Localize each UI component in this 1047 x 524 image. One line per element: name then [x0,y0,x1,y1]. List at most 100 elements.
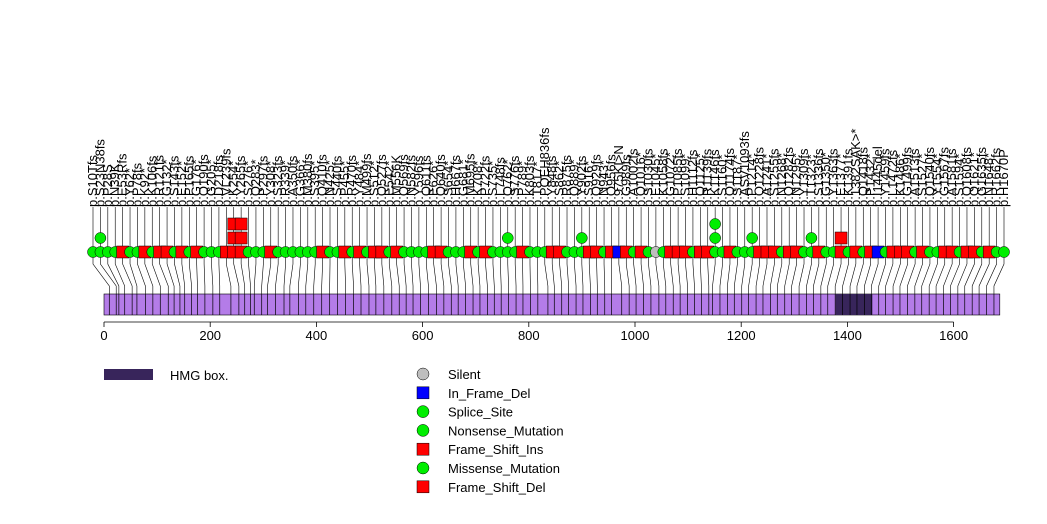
connector-line [762,252,768,294]
connector-line [670,252,674,294]
connector-line [633,252,637,294]
connector-line [218,252,221,294]
connector-line [574,252,577,294]
mutation-label: p.S916* [581,161,596,207]
domain-hmg-box [835,294,873,315]
mutation-label: p.S1187* [729,154,744,207]
mutation-label: p.Q611fs [418,155,433,207]
connector-line [144,252,154,294]
connector-line [196,252,198,294]
axis-tick-label: 1200 [727,328,756,343]
connector-line [964,252,975,294]
connector-line [700,252,702,294]
connector-line [834,252,842,294]
axis-tick-label: 1400 [833,328,862,343]
connector-line [712,252,716,294]
mutation-label: p.K106fs [144,155,159,207]
mutation-label: p.Y62* [122,168,137,207]
legend-label: Frame_Shift_Del [448,480,546,495]
mutation-label: p.N1295* [789,153,804,207]
connector-line [692,252,695,294]
connector-line [313,252,316,294]
mutation-label: p.I1445del [870,146,885,207]
connector-line [129,252,138,294]
connector-line [640,252,644,294]
mutation-label: p.P1085fs [670,148,685,207]
connector-line [114,252,126,294]
connector-line [784,252,790,294]
mutation-label: p.G1072* [663,152,678,207]
connector-line [122,252,133,294]
connector-line [806,252,812,294]
connector-line [181,252,186,294]
connector-line [870,252,879,294]
connector-line [411,252,414,294]
mutation-label: p.A1513fs [907,148,922,207]
connector-line [174,252,181,294]
mutation-marker [998,246,1010,258]
connector-line [907,252,916,294]
connector-line [298,252,301,294]
mutation-label: p.K708* [470,161,485,207]
connector-line [596,252,598,294]
connector-line [899,252,909,294]
mutation-label: p.ASV1093fs [737,131,752,207]
connector-line [993,252,1005,294]
connector-line [978,252,990,294]
connector-line [566,252,569,294]
mutation-label: p.S23N38fs [92,139,107,207]
mutation-label: p.Q1282fs [781,147,796,207]
mutation-label: p.Q956fs [603,154,618,207]
mutation-label: p.G1350* [818,152,833,207]
mutation-label: p.L1472fs [885,149,900,207]
connector-line [470,252,474,294]
axis-tick-label: 400 [306,328,328,343]
connector-line [849,252,857,294]
mutation-label: p.A350fs [285,155,300,207]
mutation-label: p.P1214* [744,154,759,208]
mutation-label: p.E626* [426,161,441,207]
mutation-label: p.S143fs [166,155,181,207]
connector-line [388,252,393,294]
connector-line [440,252,445,294]
mutation-label: p.N582fs [403,154,418,207]
mutation-label: p.R1662fs [989,147,1004,207]
connector-line [798,252,805,294]
axis-tick-label: 800 [518,328,540,343]
lollipop-stems [92,207,1005,252]
mutation-type-legend: Silent In_Frame_Del Splice_Site Nonsense_Mu… [416,367,564,495]
connector-line [878,252,886,294]
mutation-label: p.E1377* [833,154,848,208]
mutation-marker [234,231,248,245]
connector-line [433,252,437,294]
mutation-label: p.Q527fs [374,154,389,207]
mutation-labels: p.S10Tfsp.S23N38fsp.P28Sp.N39Kp.E53Rfsp.… [85,127,1011,207]
mutation-label: p.Y484* [352,161,367,207]
mutation-label: p.A1002fs [626,148,641,207]
connector-line [211,252,214,294]
mutation-label: p.S1255fs [766,148,781,207]
legend-label: Silent [448,367,481,382]
mutation-label: p.G205* [204,159,219,207]
mutation-label: p.Y596fs [411,155,426,207]
connector-line [321,252,323,294]
mutation-label: p.P165fs [181,155,196,207]
mutation-marker [502,232,514,244]
mutation-label: p.K1391fs [840,148,855,207]
mutation-label: p.P1432* [863,154,878,208]
connector-line [374,252,377,294]
connector-line [618,252,623,294]
mutation-marker [746,232,758,244]
mutation-label: p.Q190fs [196,154,211,207]
mutation-label: p.M499fs [359,153,374,207]
mutation-label: p.Q1125* [692,153,707,207]
x-axis: 0 200 400 600 800 1000 1200 1400 1600 [100,321,968,343]
mutation-label: p.Q1418fs [855,147,870,207]
domain-legend: HMG box. [104,368,229,383]
mutation-label: p.K803fs [522,155,537,207]
mutation-label: p.Q283* [248,159,263,207]
connector-line [514,252,517,294]
connector-line [396,252,400,294]
mutation-label: p.S862* [552,161,567,207]
connector-line [727,252,731,294]
